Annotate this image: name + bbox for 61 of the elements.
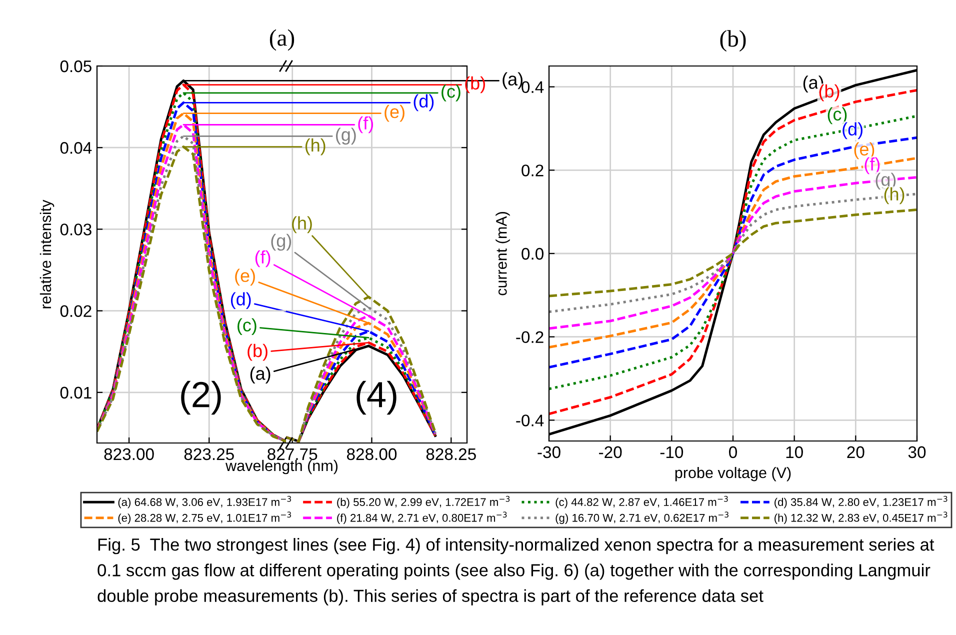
annotation: (b) [248,344,268,361]
chart-title: (b) [720,30,746,52]
annotation: (d) [414,94,434,112]
y-axis-title: current (mA) [496,212,510,296]
annotation: (d) [230,292,251,310]
legend-label: (c) 44.82 W, 2.87 eV, 1.46E17 m$^{−3}$ [556,496,728,508]
y-tick-label: 0.2 [522,164,544,176]
y-axis-title: relative intensity [40,200,54,308]
annotation: (a) [250,366,270,384]
annotation: (f) [358,116,374,134]
x-tick-label: 30 [908,446,926,458]
x-axis-title: wavelength (nm) [226,460,338,474]
legend-label: (f) 21.84 W, 2.71 eV, 0.80E17 m$^{−3}$ [337,512,507,524]
x-tick-label: 828.00 [346,448,397,460]
x-tick-label: 20 [847,446,864,458]
x-tick-label: 827.75 [268,448,318,460]
y-tick-label: -0.4 [516,414,544,426]
x-tick-label: 0 [729,446,737,458]
y-tick-label: 0.02 [60,305,92,318]
y-tick-label: 0.05 [60,60,92,72]
legend-label: (d) 35.84 W, 2.80 eV, 1.23E17 m$^{−3}$ [774,496,948,508]
x-tick-label: -20 [599,446,622,458]
caption: Fig. 5 The two strongest lines (see Fig. 4) of intensity-normalized xenon spectra for a measurement series at 0.1 sccm gas flow at different operating points (see also Fig. 6) (a) together with the corresponding Langmuir double probe measurements (b). This series of spectra is part of the reference data set [98,538,934,606]
legend-label: (h) 12.32 W, 2.83 eV, 0.45E17 m$^{−3}$ [774,512,948,524]
annotation: (h) [884,187,904,204]
annotation: (e) [384,104,404,122]
x-tick-label: -30 [538,446,560,458]
y-tick-label: 0.01 [60,386,92,399]
y-tick-label: 0.0 [522,248,544,260]
annotation: (e) [854,142,874,160]
annotation: (c) [442,84,460,102]
legend-label: (g) 16.70 W, 2.71 eV, 0.62E17 m$^{−3}$ [556,512,728,524]
annotation: (2) [181,380,221,415]
annotation: (a) [502,72,522,90]
legend-label: (e) 28.28 W, 2.75 eV, 1.01E17 m$^{−3}$ [118,512,292,524]
x-axis-title: probe voltage (V) [675,466,791,482]
annotation: (f) [864,157,880,174]
annotation: (h) [292,216,312,234]
annotation: (c) [828,107,847,124]
annotation: (h) [305,138,326,156]
y-tick-label: 0.04 [60,142,92,154]
annotation: (g) [271,234,292,251]
x-tick-label: 828.25 [426,448,476,460]
annotation: (4) [356,380,396,415]
line-series [549,208,917,298]
chart-title: (a) [270,29,294,51]
x-tick-label: -10 [660,446,684,458]
annotation: (g) [876,172,896,190]
legend-label: (b) 55.20 W, 2.99 eV, 1.72E17 m$^{−3}$ [337,496,510,508]
x-tick-label: 823.00 [104,448,154,460]
annotation: (c) [238,318,256,336]
annotation: (e) [235,268,255,286]
x-tick-label: 823.25 [184,448,234,460]
annotation: (g) [336,128,356,145]
legend-label: (a) 64.68 W, 3.06 eV, 1.93E17 m$^{−3}$ [118,496,292,508]
annotation: (d) [842,122,862,140]
y-tick-label: 0.03 [60,224,92,236]
y-tick-label: -0.2 [516,331,544,344]
y-tick-label: 0.4 [522,81,544,94]
annotation: (f) [255,250,270,268]
x-tick-label: 10 [786,446,803,458]
